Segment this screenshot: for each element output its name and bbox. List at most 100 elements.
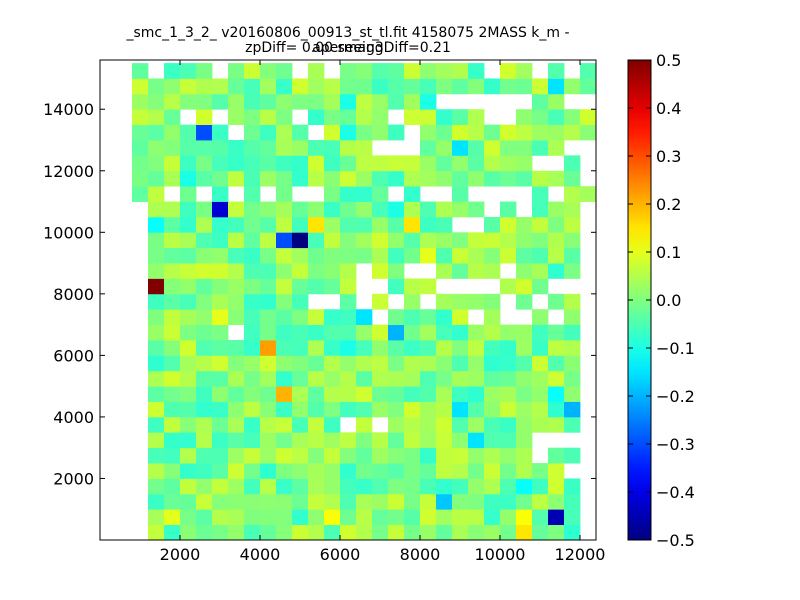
heatmap-cell [148,370,165,387]
heatmap-cell [452,109,469,126]
heatmap-cell [548,355,565,372]
heatmap-cell [324,509,341,526]
heatmap-cell [148,247,165,264]
heatmap-cell [388,463,405,479]
heatmap-cell [228,232,245,249]
heatmap-cell [180,401,197,418]
heatmap-cell [324,216,341,233]
heatmap-cell [580,63,596,79]
heatmap-cell [436,493,453,510]
y-tick-label: 6000 [53,346,94,365]
heatmap-cell [148,201,165,218]
colorbar-tick-label: −0.4 [656,483,695,502]
heatmap-cell [196,216,213,233]
heatmap-cell [340,463,357,479]
heatmap-cell [132,140,149,156]
heatmap-cell [516,370,533,387]
heatmap-cell [340,155,357,172]
heatmap-cell [372,201,389,218]
heatmap-cell [164,140,181,156]
heatmap-cell [260,386,277,402]
heatmap-cell [228,370,245,387]
heatmap-cell [324,401,341,418]
heatmap-cell [340,432,357,449]
heatmap-cell [196,93,213,110]
heatmap-cell [148,340,165,356]
heatmap-cell [564,293,581,310]
heatmap-cell [340,370,357,387]
heatmap-cell [308,263,325,279]
heatmap-cell [468,509,485,526]
heatmap-cell [228,216,245,233]
heatmap-cell [468,416,485,433]
heatmap-cell [356,186,373,202]
heatmap-cell [292,293,309,310]
heatmap-cell [324,155,341,172]
heatmap-cell [324,278,341,295]
heatmap-cell [436,232,453,249]
heatmap-cell [468,355,485,372]
heatmap-cell [516,416,533,433]
heatmap-cell [356,524,373,540]
heatmap-cell [452,386,469,402]
heatmap-cell [180,324,197,341]
heatmap-cell [212,263,229,279]
heatmap-cell [132,93,149,110]
heatmap-cell [532,416,549,433]
heatmap-cell [324,493,341,510]
heatmap-cell [420,509,437,526]
heatmap-cell [404,201,421,218]
heatmap-cell [260,293,277,310]
heatmap-cell [468,447,485,464]
heatmap-cell [564,447,581,464]
heatmap-cell [148,416,165,433]
heatmap-cell [164,170,181,187]
heatmap-cell [340,63,357,79]
heatmap-cell [388,124,405,141]
heatmap-cell [324,140,341,156]
heatmap-cell [196,478,213,495]
heatmap-cell [164,124,181,141]
heatmap-cell [164,216,181,233]
heatmap-cell [516,463,533,479]
heatmap-cell [356,478,373,495]
heatmap-cell [564,155,581,172]
heatmap-cell [532,355,549,372]
heatmap-cell [276,216,293,233]
heatmap-cell [420,355,437,372]
heatmap-cell [468,155,485,172]
heatmap-cell [276,493,293,510]
heatmap-cell [308,63,325,79]
heatmap-cell [484,355,501,372]
heatmap-cell [388,432,405,449]
chart-title-line-2: zpDiff= 0.00 seeingDiff=0.21 [245,40,451,56]
heatmap-cell [404,232,421,249]
heatmap-cell [436,324,453,341]
heatmap-cell [228,386,245,402]
heatmap-cell [276,278,293,295]
heatmap-cell [308,201,325,218]
heatmap-cell [308,232,325,249]
heatmap-cell [564,186,581,202]
heatmap-cell [372,463,389,479]
heatmap-cell [292,309,309,326]
heatmap-cell [324,232,341,249]
heatmap-cell [420,232,437,249]
heatmap-cell [308,355,325,372]
heatmap-cell [468,340,485,356]
heatmap-cell [212,355,229,372]
heatmap-cell [324,386,341,402]
heatmap-cell [452,524,469,540]
heatmap-cell [308,447,325,464]
heatmap-cell [212,186,229,202]
heatmap-cell [436,201,453,218]
heatmap-cell [420,493,437,510]
heatmap-cell [500,416,517,433]
heatmap-cell [356,509,373,526]
heatmap-cell [500,478,517,495]
heatmap-cell [548,493,565,510]
heatmap-cell [340,524,357,540]
heatmap-cell [308,493,325,510]
heatmap-cell [532,463,549,479]
heatmap-cell [196,109,213,126]
